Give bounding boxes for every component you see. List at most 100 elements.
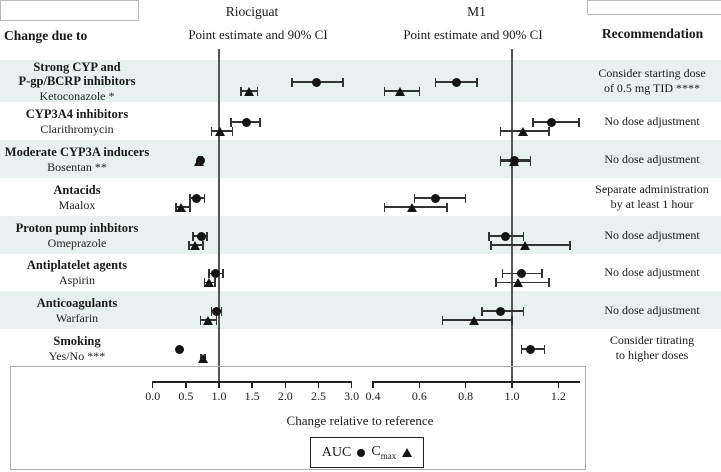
row-agent-label: Clarithromycin	[40, 121, 114, 136]
ci-cap-left	[188, 240, 190, 250]
ci-cap-right	[203, 193, 206, 203]
axis-tick	[350, 381, 353, 388]
recommendation-cell: Consider titrating to higher doses	[585, 329, 719, 367]
legend-auc-label: AUC	[321, 444, 352, 460]
ci-cap-right	[522, 306, 525, 316]
row-band	[0, 291, 721, 329]
axis-tick	[372, 381, 374, 388]
auc-marker	[516, 269, 526, 278]
recommendation-text: to higher doses	[615, 348, 689, 362]
panel-subtitle-m1: Point estimate and 90% CI	[403, 27, 543, 42]
recommendation-cell: Consider starting dose of 0.5 mg TID ****	[585, 60, 719, 102]
row-label: Strong CYP and P-gp/BCRP inhibitors Ketoco…	[0, 59, 154, 103]
auc-marker	[211, 306, 221, 316]
recommendation-text: No dose adjustment	[604, 265, 700, 279]
axis-tick-label: 1.0	[504, 389, 520, 403]
recommendation-cell: No dose adjustment	[585, 140, 719, 178]
ci-cap-right	[418, 86, 421, 96]
row-label: Proton pump inhbitors Omeprazole	[0, 216, 154, 254]
row-label: CYP3A4 inhibitors Clarithromycin	[0, 102, 154, 140]
ci-cap-right	[541, 269, 543, 278]
cmax-marker	[176, 202, 187, 212]
ci-cap-right	[548, 278, 550, 287]
ci-bar	[491, 244, 570, 246]
auc-marker	[451, 77, 461, 87]
ci-cap-right	[256, 86, 259, 96]
ci-cap-right	[189, 202, 191, 212]
recommendation-text: No dose adjustment	[604, 227, 700, 242]
cmax-marker	[395, 86, 406, 96]
axis-tick	[218, 381, 220, 388]
axis-tick	[284, 381, 287, 388]
panel-title-m1: M1	[467, 4, 486, 19]
ci-cap-right	[464, 193, 467, 203]
x-axis-line	[373, 381, 580, 383]
reference-line	[218, 49, 220, 381]
axis-tick	[418, 381, 421, 388]
axis-tick	[151, 381, 154, 388]
ci-cap-right	[222, 269, 224, 278]
cmax-marker	[190, 240, 201, 250]
ci-cap-right	[259, 117, 261, 127]
row-agent-label: Aspirin	[59, 273, 95, 287]
ci-cap-left	[175, 202, 177, 212]
row-agent-label: Maalox	[58, 197, 96, 212]
recommendation-cell: Separate administration by at least 1 hou…	[585, 178, 719, 216]
row-group-label: Anticoagulants	[36, 295, 118, 310]
row-agent-label: Omeprazole	[47, 235, 107, 250]
ci-cap-left	[488, 231, 490, 241]
row-group-label: Antacids	[53, 182, 101, 197]
axis-tick-label: 0.5	[178, 389, 194, 403]
auc-marker	[495, 306, 505, 316]
panel-title-riociguat: Riociguat	[225, 4, 279, 19]
legend-cmax-base: C	[371, 444, 381, 460]
ci-cap-left	[192, 231, 194, 241]
recommendation-cell: No dose adjustment	[585, 216, 719, 254]
legend: AUC Cmax	[310, 437, 424, 468]
ci-cap-left	[499, 126, 502, 136]
panel-subtitle-riociguat: Point estimate and 90% CI	[188, 27, 328, 42]
ci-cap-right	[511, 315, 513, 325]
row-label: Smoking Yes/No ***	[0, 329, 154, 367]
ci-cap-left	[383, 202, 386, 212]
recommendation-text: of 0.5 mg TID ****	[603, 81, 701, 95]
axis-tick-label: 0.8	[458, 389, 474, 403]
ci-cap-right	[231, 126, 233, 136]
cmax-marker	[406, 202, 417, 212]
ci-cap-left	[481, 306, 483, 316]
cmax-triangle-icon	[402, 448, 413, 457]
auc-marker	[241, 117, 251, 127]
row-group-label: Moderate CYP3A inducers	[4, 144, 150, 159]
ci-cap-right	[446, 202, 448, 212]
ci-cap-left	[208, 269, 210, 278]
recommendation-text: Separate administration	[595, 182, 709, 196]
ci-cap-right	[522, 231, 525, 241]
ci-cap-right	[578, 117, 580, 127]
auc-circle-icon	[357, 448, 366, 457]
axis-tick-label: 3.0	[344, 389, 360, 403]
axis-tick	[251, 381, 253, 388]
recommendation-text: No dose adjustment	[604, 151, 700, 166]
recommendation-text: Consider titrating	[609, 333, 695, 347]
row-band	[0, 140, 721, 178]
auc-marker	[211, 269, 221, 278]
recommendation-text: Consider starting dose	[598, 66, 706, 80]
ci-cap-left	[495, 278, 497, 287]
cmax-marker	[513, 278, 524, 287]
auc-marker	[311, 77, 321, 87]
row-label: Anticoagulants Warfarin	[0, 291, 154, 329]
auc-marker	[191, 193, 201, 203]
cmax-marker	[518, 126, 529, 136]
ci-cap-left	[383, 86, 386, 96]
ci-cap-left	[441, 315, 444, 325]
row-band	[0, 60, 721, 102]
row-group-label: Strong CYP and	[33, 59, 121, 74]
ci-cap-right	[220, 306, 223, 316]
axis-tick	[185, 381, 187, 388]
auc-marker	[500, 231, 510, 241]
legend-cmax-label: Cmax	[371, 444, 396, 461]
row-agent-label: Yes/No ***	[48, 348, 106, 363]
ci-cap-right	[543, 344, 546, 354]
